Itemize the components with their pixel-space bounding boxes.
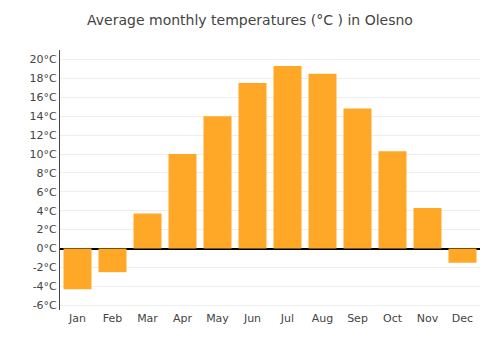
svg-text:Nov: Nov: [417, 312, 439, 325]
svg-text:0°C: 0°C: [37, 242, 57, 255]
svg-text:Average monthly temperatures (: Average monthly temperatures (°C ) in Ol…: [87, 12, 413, 28]
svg-text:Oct: Oct: [383, 312, 403, 325]
svg-text:20°C: 20°C: [30, 53, 57, 66]
svg-text:18°C: 18°C: [30, 72, 57, 85]
svg-text:Sep: Sep: [347, 312, 368, 325]
svg-text:Apr: Apr: [173, 312, 193, 325]
svg-text:Jan: Jan: [68, 312, 86, 325]
svg-text:-4°C: -4°C: [33, 280, 57, 293]
svg-text:2°C: 2°C: [37, 223, 57, 236]
svg-text:Feb: Feb: [103, 312, 122, 325]
svg-text:-6°C: -6°C: [33, 299, 57, 312]
svg-text:16°C: 16°C: [30, 91, 57, 104]
svg-text:Jun: Jun: [243, 312, 261, 325]
svg-text:-2°C: -2°C: [33, 261, 57, 274]
svg-text:6°C: 6°C: [37, 186, 57, 199]
svg-text:12°C: 12°C: [30, 129, 57, 142]
svg-text:Dec: Dec: [452, 312, 473, 325]
svg-text:10°C: 10°C: [30, 148, 57, 161]
svg-text:Jul: Jul: [280, 312, 294, 325]
svg-text:Mar: Mar: [137, 312, 158, 325]
svg-text:8°C: 8°C: [37, 167, 57, 180]
svg-text:4°C: 4°C: [37, 205, 57, 218]
svg-text:May: May: [206, 312, 229, 325]
svg-text:14°C: 14°C: [30, 110, 57, 123]
svg-text:Aug: Aug: [312, 312, 333, 325]
